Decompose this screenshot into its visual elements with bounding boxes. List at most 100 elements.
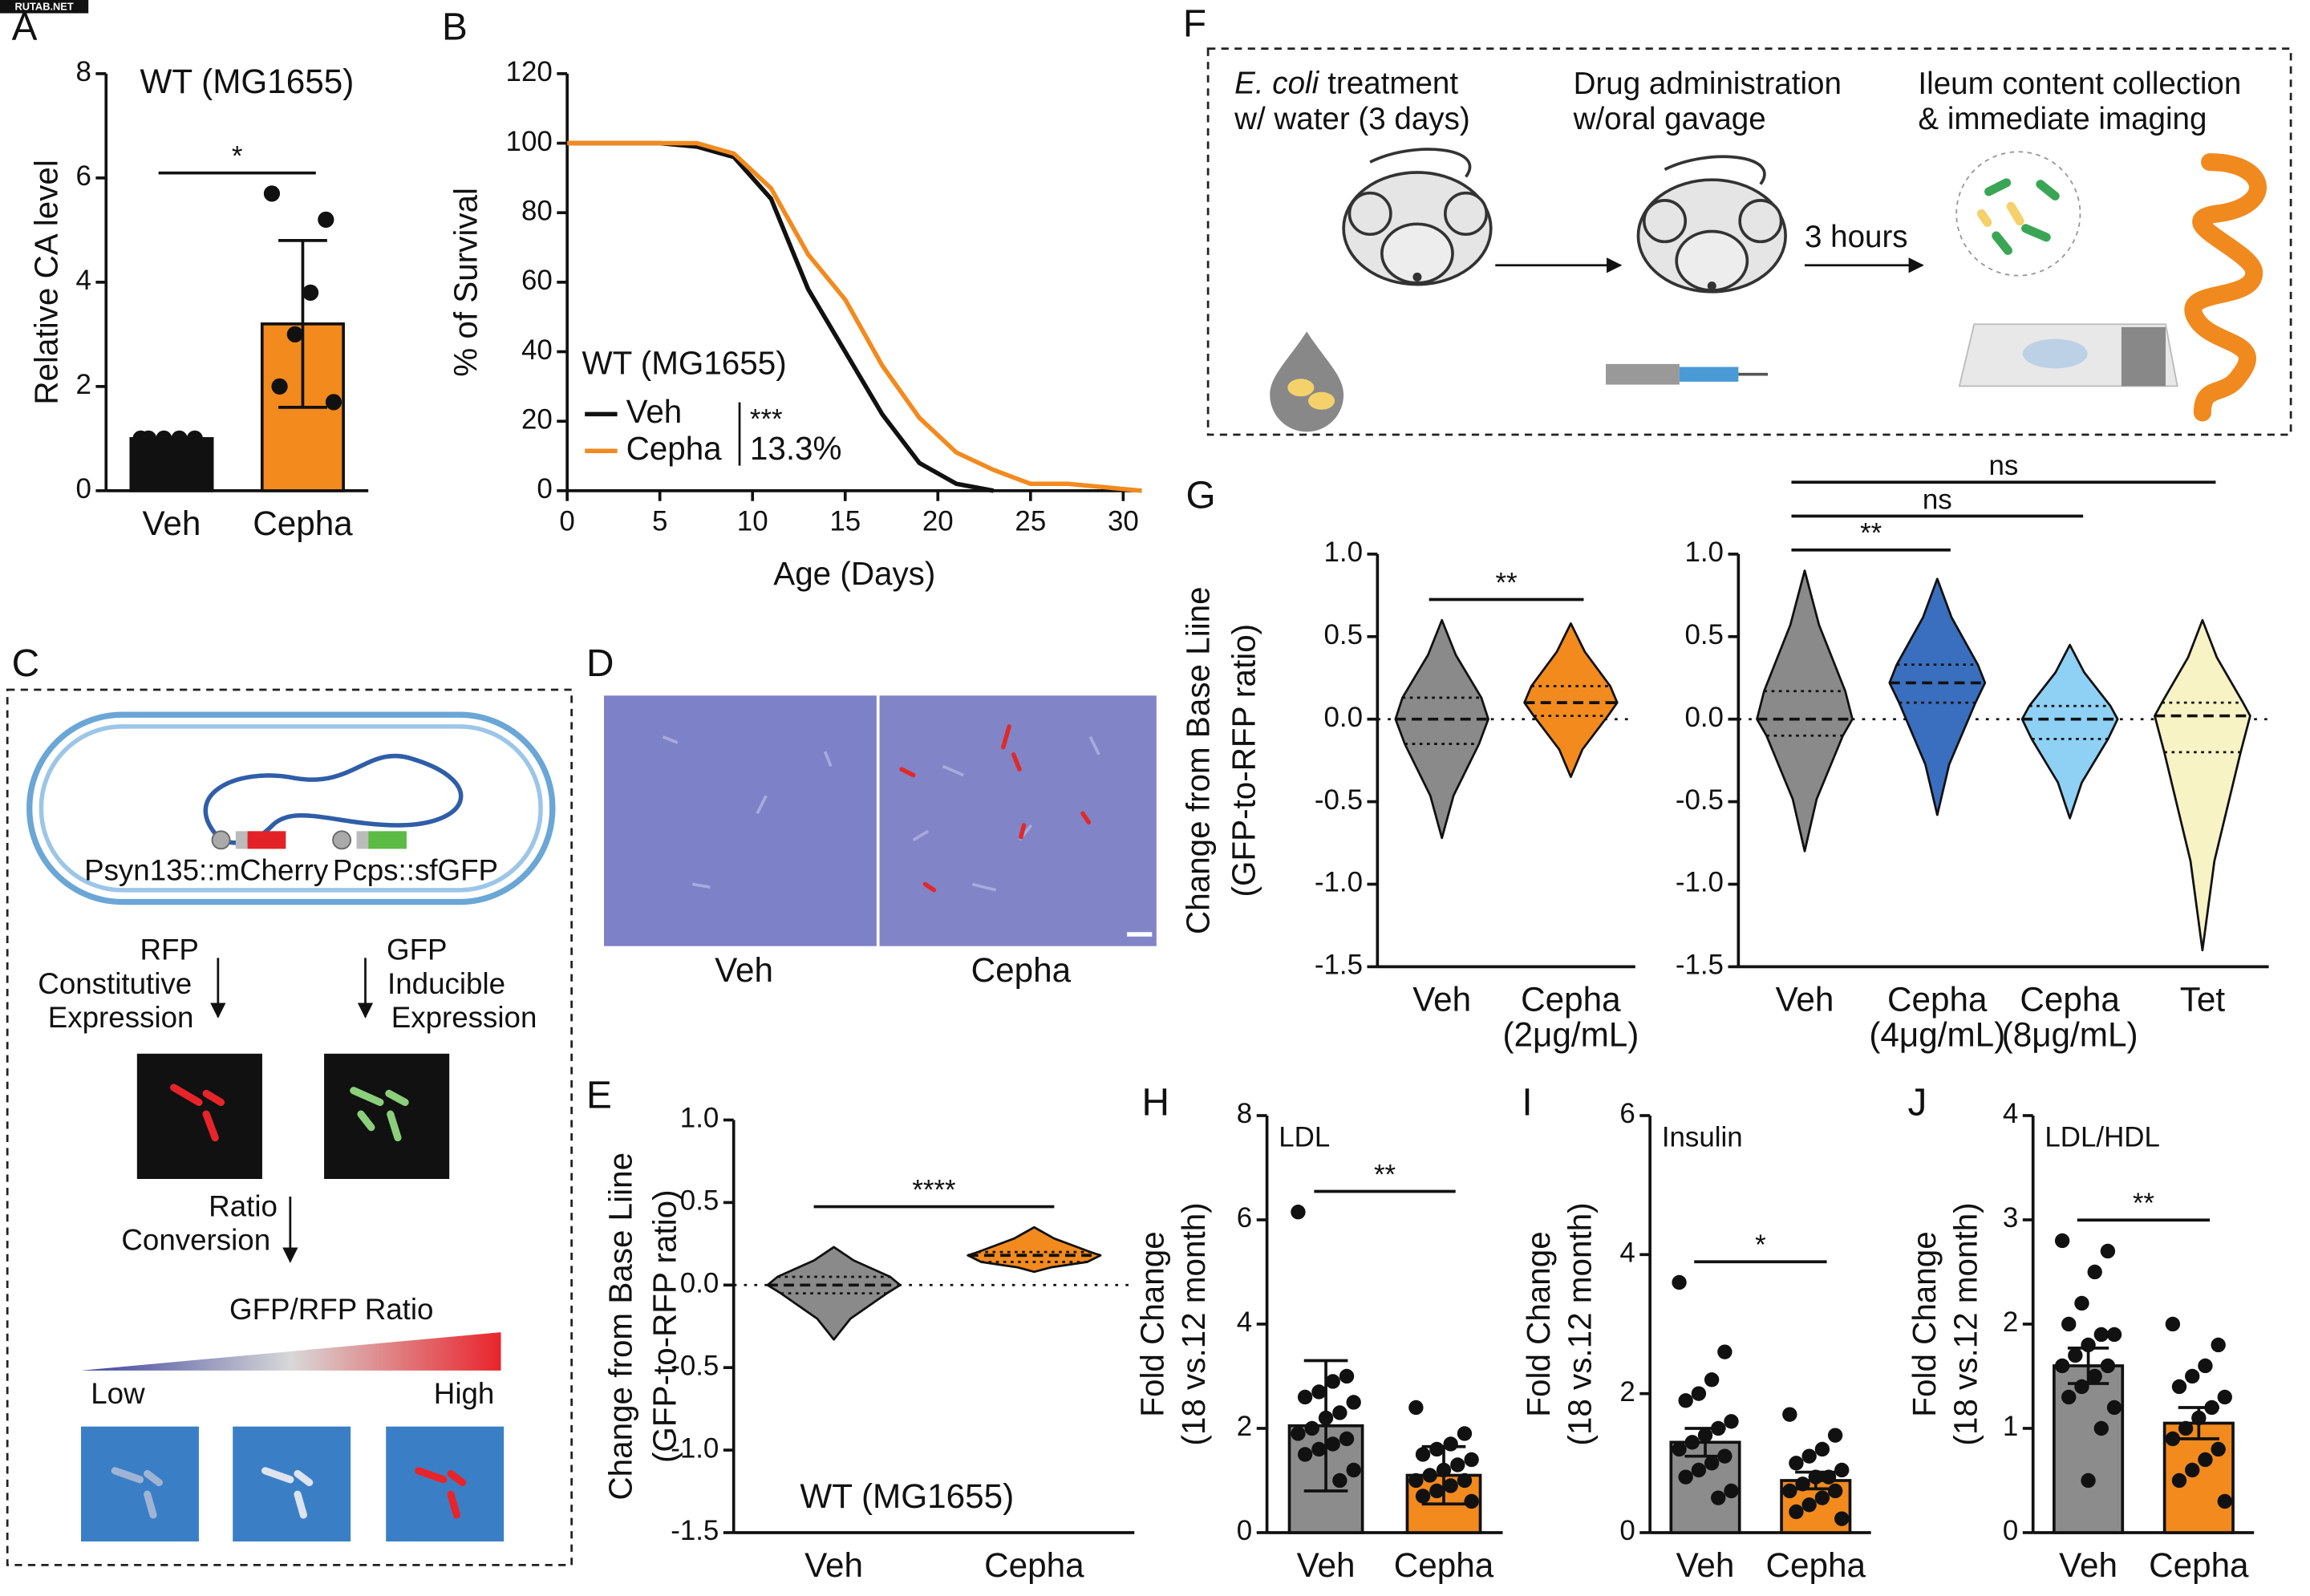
data-point [1717, 1344, 1732, 1359]
data-point [140, 430, 157, 447]
data-point [1429, 1483, 1445, 1499]
cells [261, 1467, 314, 1519]
data-point [1332, 1472, 1348, 1489]
data-point [1834, 1462, 1850, 1478]
frame [1206, 47, 2292, 436]
label: High [434, 1377, 495, 1410]
y-tick-label: 6 [75, 160, 91, 192]
y-axis-label: Fold Change [1134, 1231, 1171, 1416]
data-point [2093, 1420, 2109, 1436]
data-point [1717, 1448, 1732, 1464]
y-tick-label: -1.5 [671, 1515, 719, 1546]
micrograph [604, 695, 877, 946]
data-point [1827, 1428, 1843, 1443]
legend-label: Cepha [626, 430, 723, 467]
syringe-fluid [1679, 367, 1739, 382]
y-tick-label: 3 [2003, 1202, 2018, 1233]
data-point [1795, 1477, 1810, 1492]
bacteria [1287, 379, 1315, 397]
y-tick-label: 0 [75, 473, 91, 504]
data-point [156, 430, 172, 447]
data-point [1724, 1414, 1739, 1429]
x-tick-label: Cepha [2149, 1546, 2249, 1584]
y-tick-label: 1.0 [1323, 537, 1363, 568]
data-point [1408, 1400, 1424, 1416]
y-tick-label: 0.5 [1684, 619, 1724, 650]
x-tick-label: Veh [1297, 1546, 1356, 1584]
y-tick-label: 6 [1619, 1098, 1635, 1129]
data-point [1789, 1456, 1804, 1471]
data-point [2217, 1389, 2232, 1405]
series-line [567, 140, 995, 493]
bar [2053, 1364, 2125, 1534]
annotation: WT (MG1655) [800, 1477, 1014, 1515]
data-point [1304, 1420, 1319, 1436]
data-point [2081, 1472, 2096, 1489]
data-point [1311, 1441, 1327, 1457]
y-tick-label: -0.5 [1676, 784, 1724, 816]
data-point [1339, 1431, 1355, 1447]
y-tick-label: -1.0 [1315, 867, 1363, 898]
data-point [2211, 1337, 2226, 1353]
label: GFP/RFP Ratio [229, 1293, 433, 1326]
violin [2154, 618, 2251, 952]
data-point [2106, 1400, 2122, 1416]
y-tick-label: 0 [1619, 1515, 1635, 1546]
data-point [2185, 1368, 2200, 1384]
label: 3 hours [1805, 220, 1908, 254]
rfp-image [136, 1053, 262, 1179]
y-tick-label: -0.5 [1315, 784, 1363, 816]
significance-label: ** [1374, 1159, 1396, 1190]
x-tick-sublabel: (2μg/mL) [1502, 1016, 1639, 1054]
data-point [1332, 1405, 1348, 1420]
gfp-cells [350, 1087, 409, 1142]
data-point [302, 284, 319, 301]
intestine [2184, 153, 2267, 422]
watermark-bg [0, 0, 89, 14]
panel-label: A [12, 6, 38, 48]
data-point [1415, 1489, 1431, 1504]
diagram-d: D Veh Cepha [586, 642, 1157, 989]
data-point [2165, 1316, 2181, 1332]
label: Drug administration [1574, 67, 1842, 101]
x-tick-label: 25 [1015, 506, 1046, 537]
data-point [263, 185, 281, 202]
data-point [1429, 1441, 1445, 1457]
cells [662, 735, 1100, 892]
data-point [2204, 1400, 2219, 1416]
violin [2020, 643, 2119, 820]
data-point [1801, 1448, 1817, 1464]
red-cells [899, 724, 1092, 893]
data-point [2068, 1347, 2083, 1363]
sample [386, 1426, 505, 1542]
significance-label: ** [1860, 518, 1882, 549]
y-tick-label: -1.0 [1676, 867, 1724, 898]
micrograph [879, 695, 1157, 946]
y-tick-label: 0 [1237, 1515, 1252, 1546]
data-point [186, 430, 203, 447]
x-tick-label: Veh [1676, 1546, 1735, 1584]
data-point [1464, 1452, 1479, 1468]
data-point [1325, 1436, 1340, 1452]
data-point [2100, 1358, 2116, 1374]
annotation: WT (MG1655) [582, 344, 787, 381]
x-tick-label: Veh [1776, 981, 1834, 1019]
significance-label: **** [912, 1174, 956, 1205]
data-point [1782, 1483, 1797, 1499]
y-axis-label: Fold Change [1906, 1231, 1943, 1416]
data-point [1789, 1504, 1804, 1520]
y-axis-label: (GFP-to-RFP ratio) [646, 1189, 683, 1463]
y-tick-label: 8 [1237, 1098, 1252, 1129]
sample [81, 1426, 199, 1542]
data-point [1724, 1483, 1739, 1499]
y-axis-label: Fold Change [1520, 1231, 1557, 1416]
x-tick-label: Cepha [253, 504, 353, 542]
label: treatment [1327, 67, 1458, 101]
sample [2022, 338, 2088, 369]
y-tick-label: 20 [521, 403, 553, 435]
mouse [1342, 148, 1493, 286]
diagram-c: C Psyn135::mCherry Pcps::sfGFP RFP Const… [6, 642, 573, 1566]
syringe [1606, 363, 1680, 385]
data-point [1684, 1435, 1700, 1450]
data-point [1339, 1368, 1355, 1384]
